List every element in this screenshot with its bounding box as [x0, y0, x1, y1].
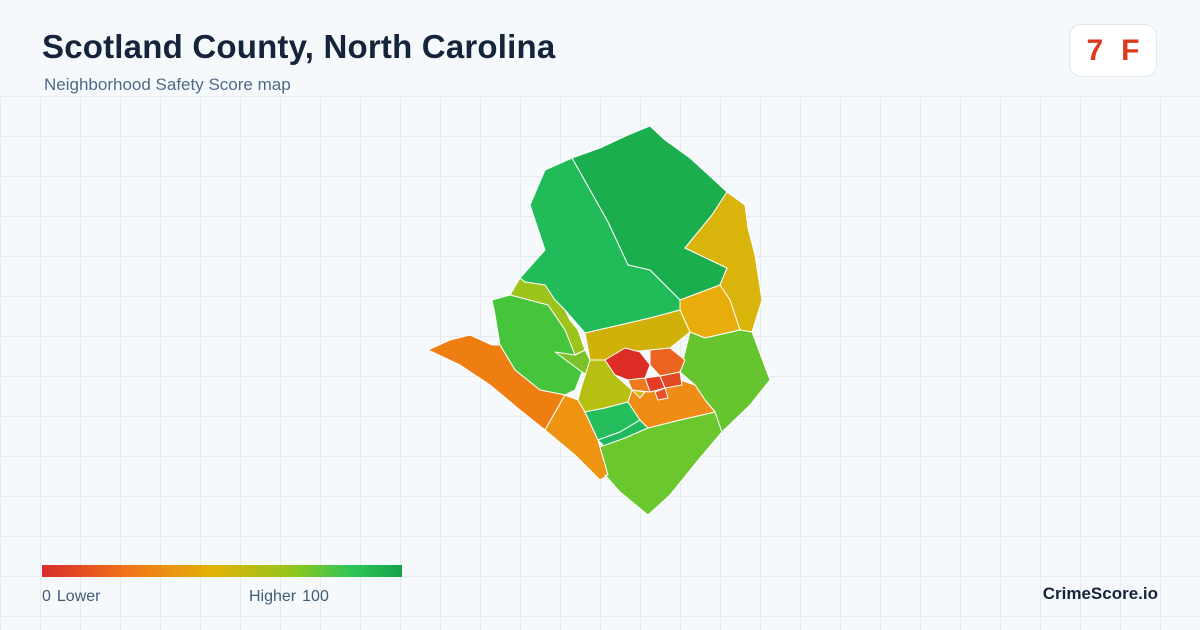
region-south-west[interactable] — [427, 334, 566, 431]
region-downtown-2[interactable] — [659, 371, 683, 389]
legend-min-value: 0 — [42, 588, 51, 605]
region-east-large[interactable] — [679, 329, 771, 433]
grade-badge: 7 F — [1069, 24, 1157, 77]
page-title: Scotland County, North Carolina — [42, 28, 556, 65]
legend-max-value: 100 — [302, 588, 329, 605]
legend-max-text: Higher — [249, 588, 297, 605]
legend-high-label: Higher 100 — [249, 588, 335, 606]
safety-grade-letter: F — [1121, 33, 1140, 67]
region-central-red[interactable] — [604, 347, 651, 381]
legend-min-text: Lower — [56, 588, 101, 605]
page-subtitle: Neighborhood Safety Score map — [44, 75, 291, 94]
region-downtown-5[interactable] — [631, 389, 646, 399]
legend-color-scale — [42, 565, 402, 577]
region-downtown-4[interactable] — [654, 387, 669, 401]
legend-low-label: 0 Lower — [42, 588, 106, 606]
region-downtown-3[interactable] — [627, 377, 651, 393]
safety-score-value: 7 — [1086, 33, 1104, 67]
brand-name: CrimeScore.io — [1042, 584, 1158, 603]
